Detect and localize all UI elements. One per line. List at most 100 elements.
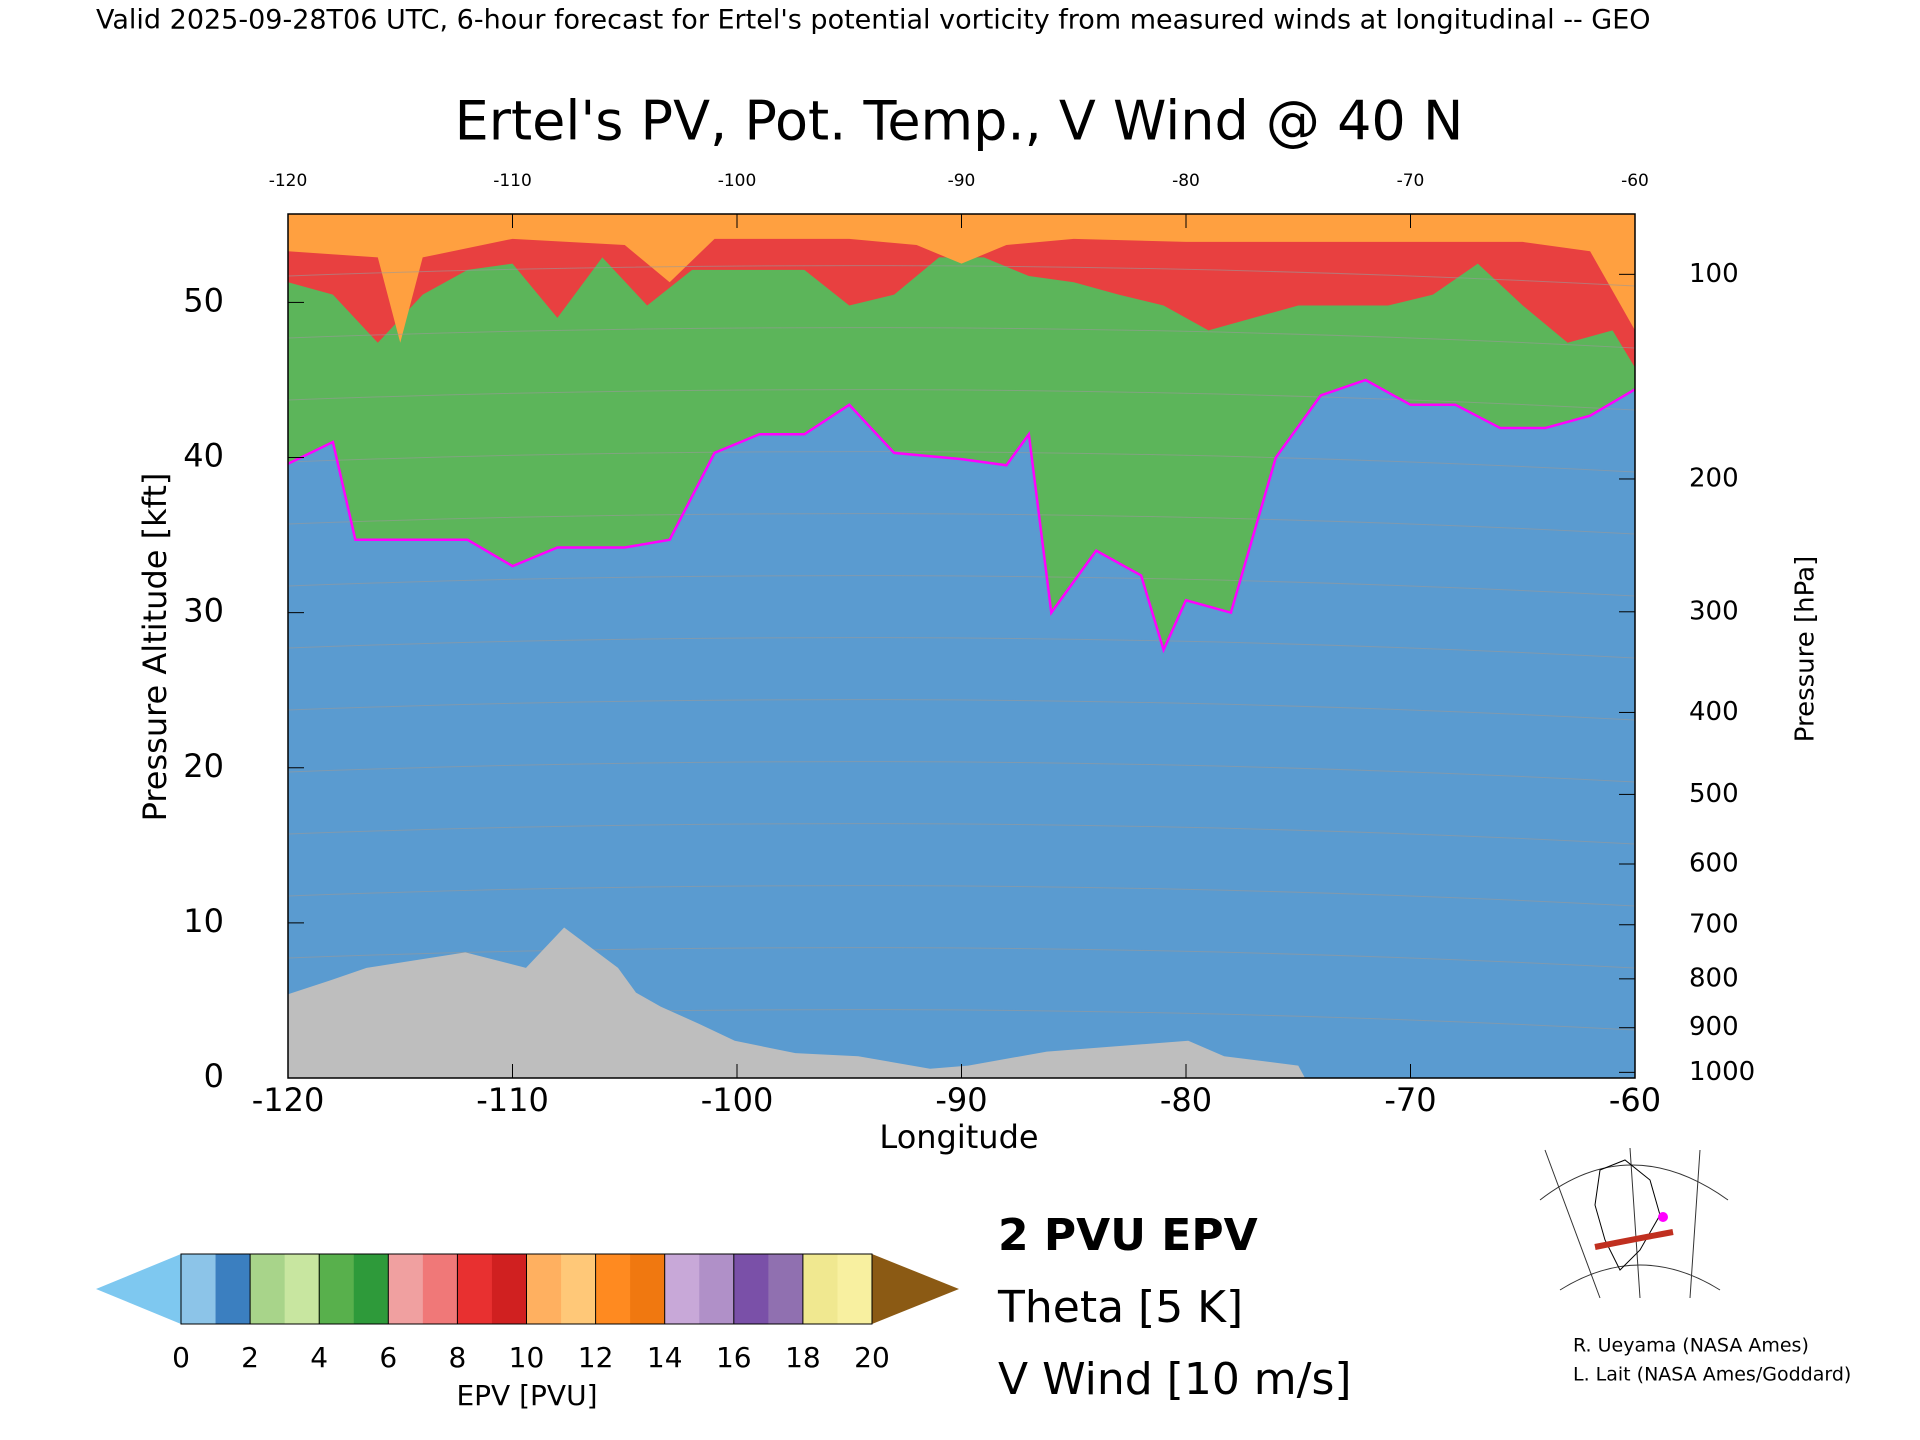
colorbar-cell bbox=[388, 1254, 424, 1324]
theta-line bbox=[288, 265, 1635, 287]
plot-area bbox=[288, 214, 1635, 1078]
colorbar-tick-label: 4 bbox=[310, 1341, 328, 1374]
colorbar-frame bbox=[180, 1253, 873, 1325]
colorbar-cell bbox=[491, 1254, 527, 1324]
colorbar-cell bbox=[422, 1254, 458, 1324]
y2-tick-label: 1000 bbox=[1689, 1057, 1755, 1087]
terrain bbox=[288, 927, 1305, 1078]
y-tick-label: 20 bbox=[183, 747, 224, 785]
legend-entry: V Wind [10 m/s] bbox=[998, 1354, 1352, 1405]
y2-tick-label: 400 bbox=[1689, 697, 1739, 727]
colorbar-tick-label: 8 bbox=[448, 1341, 466, 1374]
colorbar-label: EPV [PVU] bbox=[456, 1379, 597, 1412]
x-tick-label: -60 bbox=[1609, 1081, 1661, 1119]
colorbar-cell bbox=[595, 1254, 631, 1324]
theta-line bbox=[288, 823, 1635, 845]
x-tick-label-top: -90 bbox=[948, 171, 976, 191]
theta-line bbox=[288, 327, 1635, 349]
pv-layer bbox=[288, 214, 1635, 343]
y2-tick-label: 800 bbox=[1689, 963, 1739, 993]
theta-line bbox=[288, 699, 1635, 721]
colorbar-under bbox=[96, 1254, 181, 1324]
colorbar-cell bbox=[699, 1254, 735, 1324]
map-marker bbox=[1658, 1212, 1668, 1222]
x-tick-label: -90 bbox=[935, 1081, 987, 1119]
x-tick-label-top: -60 bbox=[1621, 171, 1649, 191]
pv-contour bbox=[288, 378, 1635, 654]
colorbar-cell bbox=[664, 1254, 700, 1324]
y2-tick-label: 700 bbox=[1689, 909, 1739, 939]
x-tick-label: -120 bbox=[252, 1081, 325, 1119]
colorbar-cell bbox=[526, 1254, 562, 1324]
y2-tick-label: 300 bbox=[1689, 596, 1739, 626]
theta-line bbox=[288, 451, 1635, 473]
colorbar-cell bbox=[215, 1254, 251, 1324]
colorbar-tick-label: 14 bbox=[647, 1341, 683, 1374]
pv-layer bbox=[288, 214, 1635, 650]
credit: R. Ueyama (NASA Ames) bbox=[1573, 1335, 1809, 1357]
colorbar-tick-label: 6 bbox=[379, 1341, 397, 1374]
colorbar-tick-label: 20 bbox=[854, 1341, 890, 1374]
colorbar-cell bbox=[181, 1254, 217, 1324]
colorbar-cell bbox=[768, 1254, 804, 1324]
legend-entry: Theta [5 K] bbox=[997, 1282, 1243, 1333]
colorbar-tick-label: 12 bbox=[578, 1341, 614, 1374]
y2-tick-label: 900 bbox=[1689, 1012, 1739, 1042]
theta-line bbox=[288, 761, 1635, 783]
colorbar-tick-label: 0 bbox=[172, 1341, 190, 1374]
x-tick-label-top: -100 bbox=[718, 171, 757, 191]
map-coast bbox=[1594, 1159, 1661, 1271]
theta-line bbox=[288, 947, 1635, 969]
theta-line bbox=[288, 389, 1635, 411]
theta-line bbox=[288, 575, 1635, 597]
map-section-line bbox=[1594, 1229, 1674, 1250]
x-axis-label: Longitude bbox=[879, 1118, 1038, 1156]
x-tick-label-top: -70 bbox=[1397, 171, 1425, 191]
colorbar-cell bbox=[457, 1254, 493, 1324]
x-tick-label: -70 bbox=[1384, 1081, 1436, 1119]
colorbar-cell bbox=[733, 1254, 769, 1324]
x-tick-label: -100 bbox=[701, 1081, 774, 1119]
colorbar-cell bbox=[353, 1254, 389, 1324]
colorbar-tick-label: 2 bbox=[241, 1341, 259, 1374]
colorbar-tick-label: 18 bbox=[785, 1341, 821, 1374]
colorbar-cell bbox=[561, 1254, 597, 1324]
map-grid bbox=[1539, 1164, 1729, 1201]
y2-tick-label: 100 bbox=[1689, 259, 1739, 289]
colorbar-tick-label: 10 bbox=[509, 1341, 545, 1374]
y-tick-label: 0 bbox=[204, 1057, 224, 1095]
y2-tick-label: 500 bbox=[1689, 779, 1739, 809]
locator-map bbox=[1539, 1147, 1729, 1299]
colorbar-cell bbox=[319, 1254, 355, 1324]
y-tick-label: 50 bbox=[183, 281, 224, 319]
theta-line bbox=[288, 885, 1635, 907]
x-tick-label-top: -80 bbox=[1172, 171, 1200, 191]
y-tick-label: 30 bbox=[183, 592, 224, 630]
pv-layer bbox=[288, 214, 1635, 368]
x-tick-label-top: -110 bbox=[493, 171, 532, 191]
colorbar-tick-label: 16 bbox=[716, 1341, 752, 1374]
colorbar-cell bbox=[284, 1254, 320, 1324]
y2-axis-label: Pressure [hPa] bbox=[1791, 556, 1821, 743]
y2-tick-label: 200 bbox=[1689, 463, 1739, 493]
header: Valid 2025-09-28T06 UTC, 6-hour forecast… bbox=[96, 5, 1651, 36]
credit: L. Lait (NASA Ames/Goddard) bbox=[1573, 1364, 1851, 1386]
colorbar-cell bbox=[837, 1254, 873, 1324]
y2-tick-label: 600 bbox=[1689, 849, 1739, 879]
colorbar-cell bbox=[630, 1254, 666, 1324]
map-grid bbox=[1544, 1147, 1701, 1299]
theta-line bbox=[288, 513, 1635, 535]
legend-entry: 2 PVU EPV bbox=[998, 1210, 1258, 1261]
x-tick-label: -80 bbox=[1160, 1081, 1212, 1119]
map-grid bbox=[1559, 1264, 1721, 1291]
chart-title: Ertel's PV, Pot. Temp., V Wind @ 40 N bbox=[455, 90, 1464, 153]
x-tick-label: -110 bbox=[476, 1081, 549, 1119]
colorbar-cell bbox=[802, 1254, 838, 1324]
y-axis-label: Pressure Altitude [kft] bbox=[136, 473, 174, 822]
colorbar-over bbox=[872, 1254, 959, 1324]
y-tick-label: 10 bbox=[183, 902, 224, 940]
theta-line bbox=[288, 637, 1635, 659]
y-tick-label: 40 bbox=[183, 437, 224, 475]
x-tick-label-top: -120 bbox=[269, 171, 308, 191]
